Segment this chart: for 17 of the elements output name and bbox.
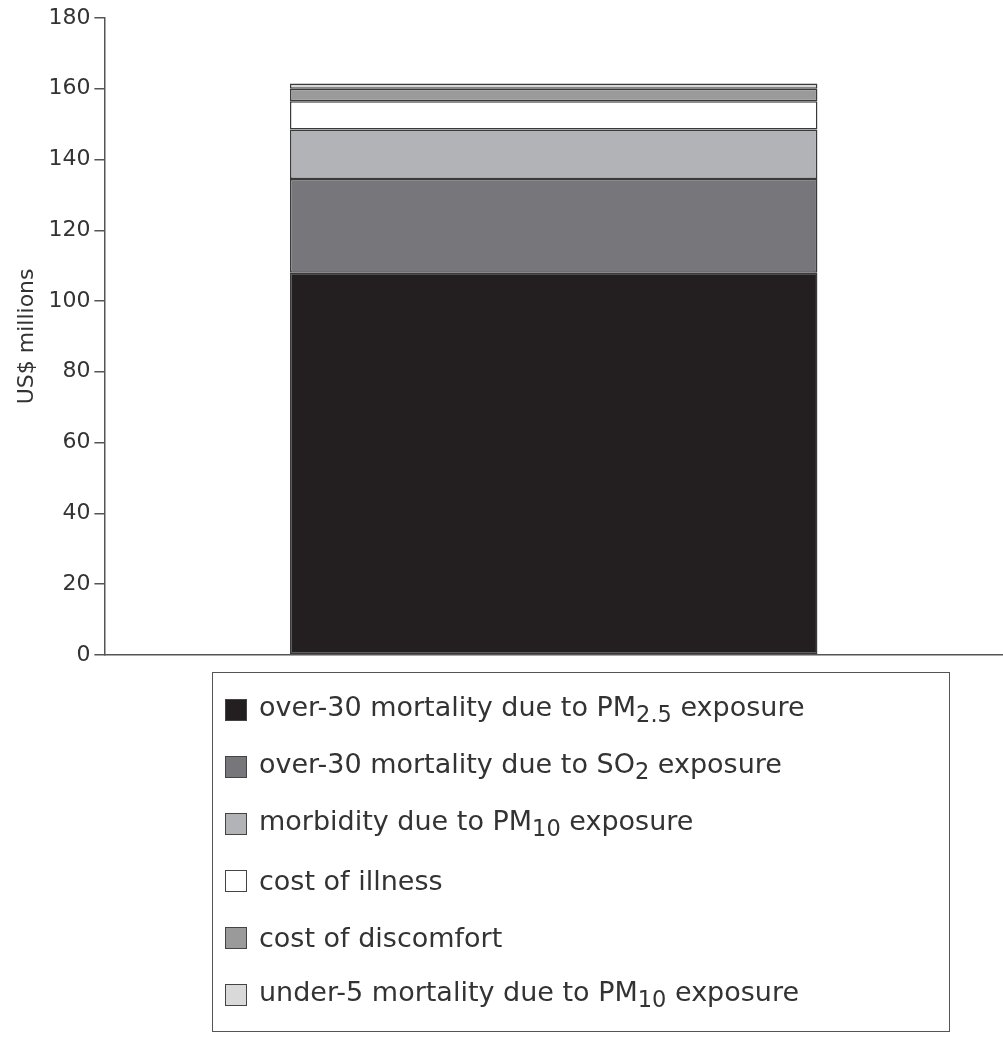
legend-label: morbidity due to PM$_{10}$ exposure bbox=[259, 805, 694, 842]
y-tick-label: 120 bbox=[48, 215, 91, 241]
legend-label: cost of illness bbox=[259, 865, 443, 896]
legend-label: cost of discomfort bbox=[259, 922, 503, 953]
y-tick-label: 80 bbox=[62, 357, 91, 383]
y-tick-label: 160 bbox=[48, 74, 91, 100]
y-tick-label: 140 bbox=[48, 145, 91, 171]
legend-label: over-30 mortality due to SO$_{2}$ exposure bbox=[259, 748, 782, 785]
series-label: over-30 mortality due to PM$_{2.5}$ exposure bbox=[259, 691, 805, 728]
y-tick-label: 60 bbox=[62, 428, 91, 454]
y-tick-label: 100 bbox=[48, 286, 91, 312]
y-tick-label: 0 bbox=[76, 640, 91, 666]
y-tick-label: 40 bbox=[62, 499, 91, 525]
y-tick-label: 20 bbox=[62, 569, 91, 595]
legend-label: under-5 mortality due to PM$_{10}$ exposure bbox=[259, 976, 800, 1013]
y-axis-title: US$ millions bbox=[12, 268, 38, 405]
y-tick-label: 180 bbox=[48, 3, 91, 29]
